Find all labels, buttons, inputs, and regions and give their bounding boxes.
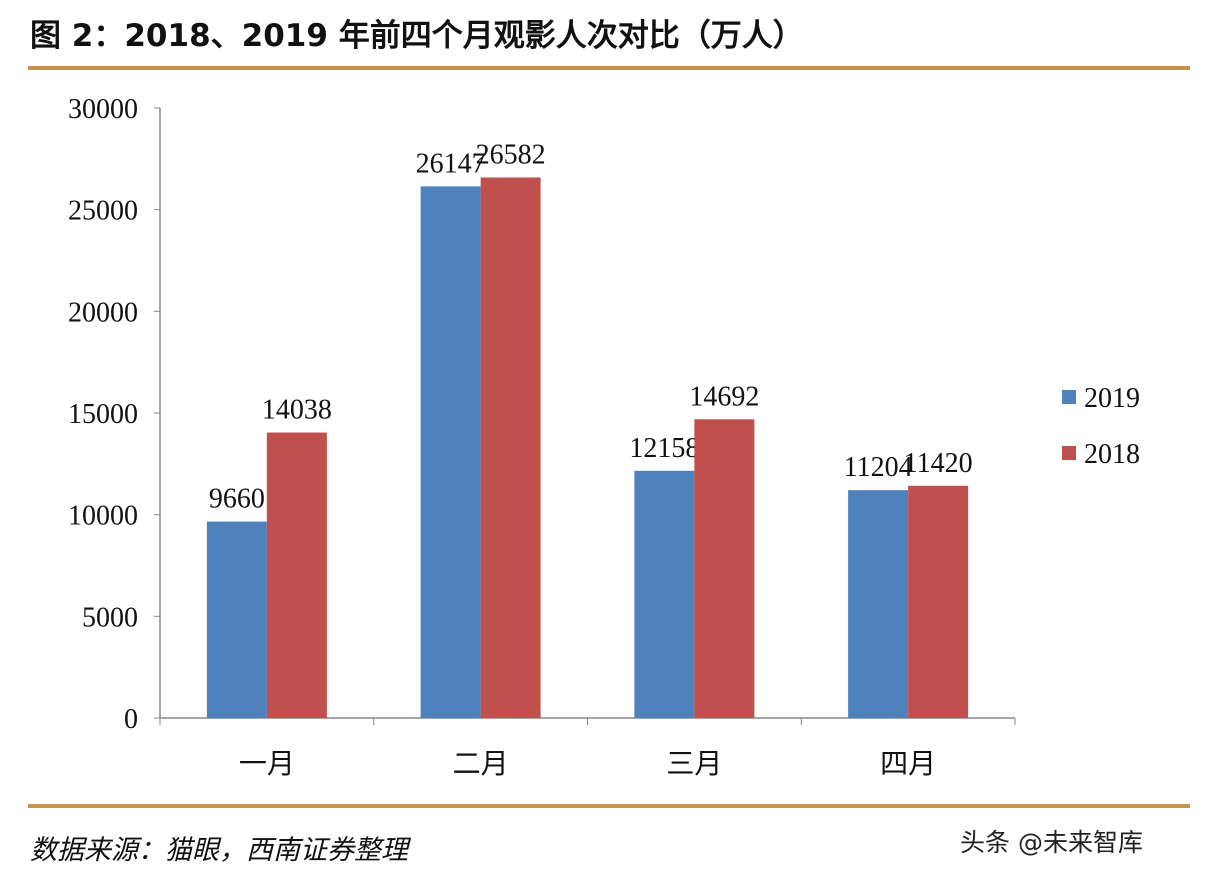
- watermark: 头条 @未来智库: [960, 828, 1143, 857]
- legend-label: 2019: [1084, 383, 1140, 414]
- data-label: 9660: [209, 484, 265, 515]
- y-tick-label: 5000: [82, 602, 138, 633]
- y-tick-label: 30000: [68, 94, 138, 125]
- bar-2018: [694, 419, 755, 718]
- bottom-rule: [28, 804, 1190, 808]
- data-label: 11420: [904, 448, 973, 479]
- bar-2018: [266, 432, 327, 718]
- x-tick-label: 三月: [666, 749, 722, 780]
- y-tick-label: 15000: [68, 399, 138, 430]
- data-label: 26582: [476, 139, 546, 170]
- bar-2018: [480, 177, 541, 718]
- data-label: 26147: [416, 148, 486, 179]
- data-label: 11204: [844, 452, 913, 483]
- top-rule: [28, 66, 1190, 70]
- data-label: 14038: [262, 395, 332, 426]
- bar-2019: [206, 521, 267, 718]
- bar-2018: [908, 485, 969, 718]
- source-note: 数据来源：猫眼，西南证券整理: [30, 835, 408, 866]
- data-label: 14692: [689, 381, 759, 412]
- legend-label: 2018: [1084, 439, 1140, 470]
- y-tick-label: 0: [124, 704, 138, 735]
- bar-2019: [848, 490, 909, 718]
- x-tick-label: 四月: [880, 749, 936, 780]
- data-label: 12158: [629, 433, 699, 464]
- bar-2019: [420, 186, 481, 718]
- bar-2019: [634, 470, 695, 718]
- y-tick-label: 10000: [68, 501, 138, 532]
- y-tick-label: 20000: [68, 297, 138, 328]
- x-tick-label: 二月: [453, 749, 509, 780]
- legend-swatch-2018: [1062, 446, 1076, 460]
- x-tick-label: 一月: [239, 749, 295, 780]
- y-tick-label: 25000: [68, 196, 138, 227]
- chart-title: 图 2：2018、2019 年前四个月观影人次对比（万人）: [30, 18, 804, 54]
- legend-swatch-2019: [1062, 390, 1076, 404]
